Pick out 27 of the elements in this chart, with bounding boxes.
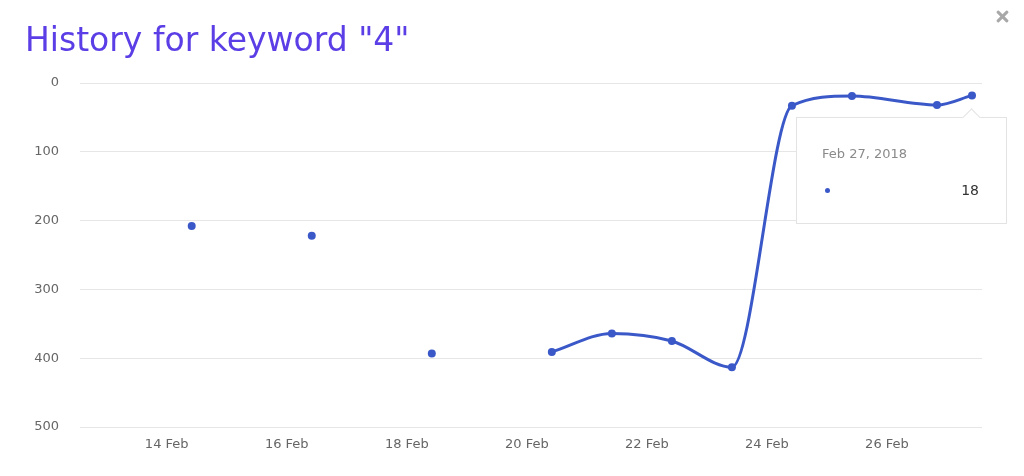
x-tick-label: 26 Feb (865, 436, 909, 452)
point (667, 337, 676, 345)
point (187, 222, 196, 231)
point (307, 231, 316, 240)
x-tick-label: 22 Feb (625, 436, 669, 452)
x-tick-label: 24 Feb (745, 436, 789, 452)
point (968, 91, 976, 100)
y-tick-label: 300 (34, 280, 59, 296)
y-tick-label: 400 (34, 349, 59, 365)
point (932, 101, 941, 110)
chart-title: History for keyword "4" (25, 20, 410, 60)
point (787, 101, 796, 110)
point (847, 92, 856, 101)
point (607, 329, 616, 338)
point (727, 363, 736, 372)
x-tick-label: 14 Feb (144, 436, 189, 452)
point (427, 349, 436, 358)
x-tick-label: 18 Feb (384, 436, 429, 452)
y-tick-label: 0 (50, 74, 59, 90)
x-tick-label: 16 Feb (264, 436, 309, 452)
annotation: Feb 27, 2018 (822, 145, 908, 163)
y-tick-label: 200 (34, 211, 59, 227)
point (547, 348, 556, 357)
y-tick-label: 500 (34, 418, 59, 434)
annotation: 18 (961, 181, 979, 199)
y-tick-label: 100 (34, 143, 59, 159)
x-tick-label: 20 Feb (504, 436, 549, 452)
